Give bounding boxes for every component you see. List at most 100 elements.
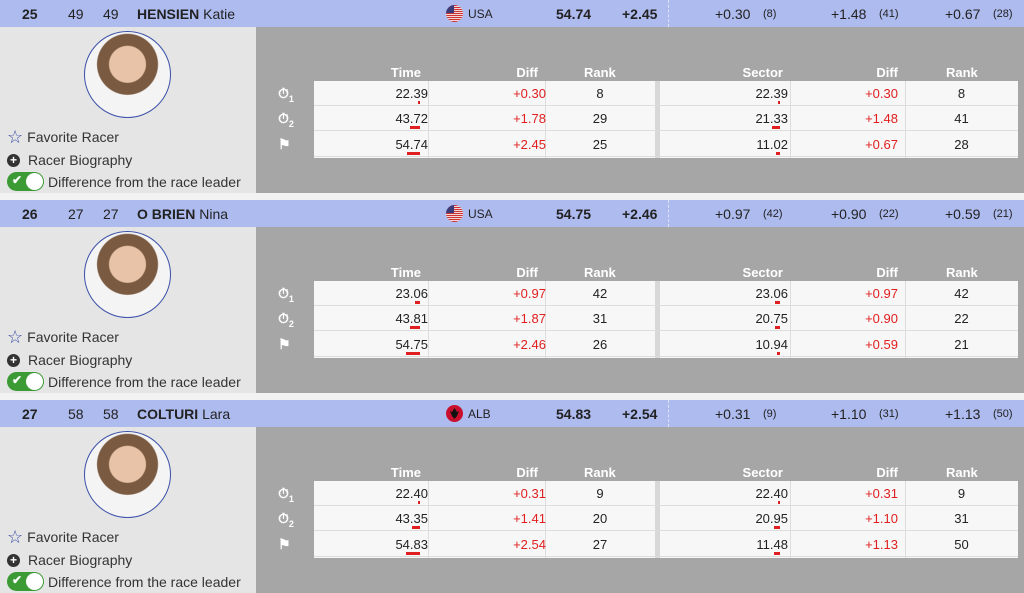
split-row: 43.81 +1.87 31 20.75 +0.90 22 <box>314 306 1018 331</box>
diff-bar <box>418 101 420 104</box>
split-row: 54.74 +2.45 25 11.02 +0.67 28 <box>314 132 1018 157</box>
sector-diff-cell: +0.67 <box>865 137 898 152</box>
diff-bar <box>412 526 420 529</box>
sector-diff-bar <box>776 352 780 355</box>
split-rank: (8) <box>763 8 777 20</box>
stopwatch-1-icon: ⏱1 <box>278 285 294 304</box>
racer-biography-button[interactable]: + Racer Biography <box>7 352 132 368</box>
col-time: Time <box>390 465 421 480</box>
col-sector-diff: Diff <box>876 265 898 280</box>
racer-header[interactable]: 25 49 49 HENSIEN Katie USA 54.74 +2.45 +… <box>0 0 1024 27</box>
time-cell: 54.83 <box>395 537 428 552</box>
difference-toggle[interactable]: ✔ Difference from the race leader <box>7 172 241 191</box>
stopwatch-1-icon: ⏱1 <box>278 485 294 504</box>
surname: O BRIEN <box>137 206 196 222</box>
sector-diff-bar <box>778 501 780 504</box>
sector-cell: 20.95 <box>755 511 788 526</box>
racer-profile: ☆ Favorite Racer + Racer Biography ✔ Differ… <box>0 227 256 393</box>
col-rank: Rank <box>584 65 616 80</box>
diff-cell: +1.41 <box>513 511 546 526</box>
diff-cell: +0.30 <box>513 86 546 101</box>
sector-rank-cell: 22 <box>954 311 969 326</box>
col-sector-rank: Rank <box>946 65 978 80</box>
split-diff: +1.48 <box>831 6 867 22</box>
split-rank: (28) <box>993 8 1013 20</box>
diff-bar <box>409 326 420 329</box>
stopwatch-2-icon: ⏱2 <box>278 510 294 529</box>
country-flag-icon <box>446 205 463 222</box>
col-time: Time <box>390 65 421 80</box>
racer-card: 27 58 58 COLTURI Lara ALB 54.83 +2.54 +0… <box>0 400 1024 593</box>
col-sector-rank: Rank <box>946 465 978 480</box>
col-time: Time <box>390 265 421 280</box>
start-number: 27 <box>103 206 119 222</box>
split-row: 43.35 +1.41 20 20.95 +1.10 31 <box>314 506 1018 531</box>
favorite-racer-button[interactable]: ☆ Favorite Racer <box>7 127 119 147</box>
bib: 27 <box>68 206 84 222</box>
star-icon: ☆ <box>7 327 24 347</box>
sector-diff-bar <box>771 126 780 129</box>
time-cell: 23.06 <box>395 286 428 301</box>
rank-cell: 29 <box>592 111 608 126</box>
sector-cell: 20.75 <box>755 311 788 326</box>
plus-circle-icon: + <box>7 353 20 367</box>
favorite-racer-button[interactable]: ☆ Favorite Racer <box>7 327 119 347</box>
col-diff: Diff <box>516 465 538 480</box>
total-time: 54.75 <box>556 206 592 222</box>
sector-rank-cell: 8 <box>957 86 966 101</box>
total-diff: +2.46 <box>622 206 658 222</box>
flag-icon: ⚑ <box>278 536 291 552</box>
sector-diff-cell: +0.31 <box>865 486 898 501</box>
diff-cell: +0.31 <box>513 486 546 501</box>
sector-cell: 23.06 <box>755 286 788 301</box>
col-sector: Sector <box>742 65 783 80</box>
stopwatch-1-icon: ⏱1 <box>278 85 294 104</box>
rank: 26 <box>22 206 38 222</box>
split-row: 22.40 +0.31 9 22.40 +0.31 9 <box>314 481 1018 506</box>
racer-header[interactable]: 26 27 27 O BRIEN Nina USA 54.75 +2.46 +0… <box>0 200 1024 227</box>
toggle-switch[interactable]: ✔ <box>7 172 44 191</box>
racer-profile: ☆ Favorite Racer + Racer Biography ✔ Differ… <box>0 427 256 593</box>
sector-cell: 21.33 <box>755 111 788 126</box>
avatar <box>84 231 171 318</box>
diff-cell: +2.46 <box>513 337 546 352</box>
diff-cell: +1.87 <box>513 311 546 326</box>
split-row: 22.39 +0.30 8 22.39 +0.30 8 <box>314 81 1018 106</box>
rank-cell: 9 <box>596 486 604 501</box>
time-cell: 43.72 <box>395 111 428 126</box>
toggle-switch[interactable]: ✔ <box>7 372 44 391</box>
toggle-switch[interactable]: ✔ <box>7 572 44 591</box>
favorite-racer-button[interactable]: ☆ Favorite Racer <box>7 527 119 547</box>
col-sector-rank: Rank <box>946 265 978 280</box>
rank-cell: 20 <box>592 511 608 526</box>
racer-biography-button[interactable]: + Racer Biography <box>7 152 132 168</box>
flag-icon: ⚑ <box>278 136 291 152</box>
diff-bar <box>410 126 420 129</box>
country: USA <box>468 7 493 21</box>
split-diff: +0.30 <box>715 6 751 22</box>
sector-diff-cell: +0.30 <box>865 86 898 101</box>
country: USA <box>468 207 493 221</box>
split-diff: +1.10 <box>831 406 867 422</box>
rank-cell: 42 <box>592 286 608 301</box>
country-flag-icon <box>446 5 463 22</box>
col-rank: Rank <box>584 265 616 280</box>
rank-cell: 31 <box>592 311 608 326</box>
sector-diff-bar <box>774 301 780 304</box>
split-table-panel: Time Diff Rank Sector Diff Rank 22.40 +0… <box>256 427 1024 593</box>
col-diff: Diff <box>516 65 538 80</box>
difference-toggle[interactable]: ✔ Difference from the race leader <box>7 572 241 591</box>
diff-bar <box>414 301 420 304</box>
difference-toggle[interactable]: ✔ Difference from the race leader <box>7 372 241 391</box>
time-cell: 43.81 <box>395 311 428 326</box>
stopwatch-2-icon: ⏱2 <box>278 110 294 129</box>
split-rank: (41) <box>879 8 899 20</box>
racer-header[interactable]: 27 58 58 COLTURI Lara ALB 54.83 +2.54 +0… <box>0 400 1024 427</box>
start-number: 58 <box>103 406 119 422</box>
start-number: 49 <box>103 6 119 22</box>
split-table-panel: Time Diff Rank Sector Diff Rank 22.39 +0… <box>256 27 1024 193</box>
racer-biography-button[interactable]: + Racer Biography <box>7 552 132 568</box>
firstname: Katie <box>203 6 236 22</box>
split-table: 23.06 +0.97 42 23.06 +0.97 42 43.81 +1.8… <box>314 281 1018 358</box>
diff-cell: +1.78 <box>513 111 546 126</box>
